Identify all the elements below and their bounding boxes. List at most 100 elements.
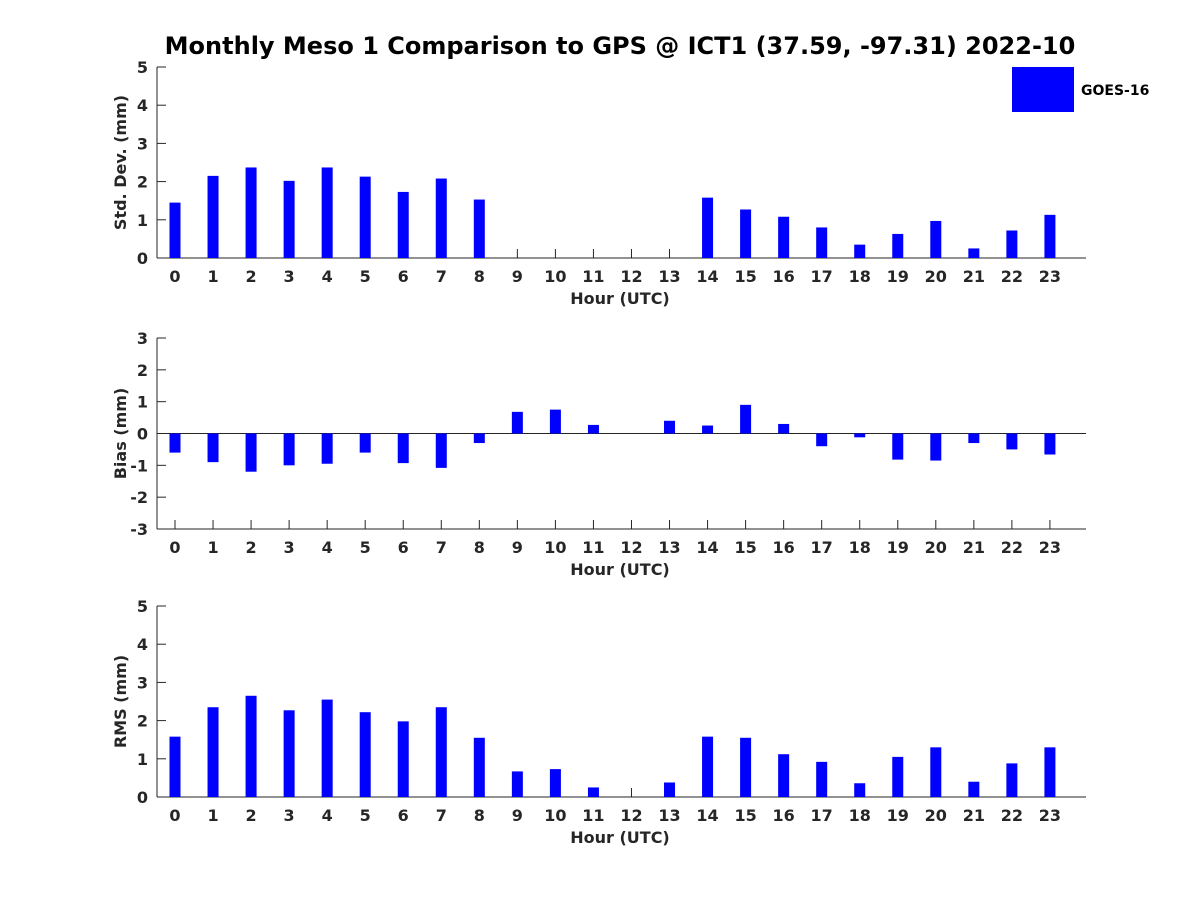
- y-axis-label: RMS (mm): [111, 655, 130, 748]
- x-tick-label: 9: [512, 267, 523, 286]
- x-tick-label: 15: [734, 806, 756, 825]
- bar-hour-14: [702, 425, 714, 434]
- y-tick-label: 1: [137, 750, 148, 769]
- x-tick-label: 6: [398, 806, 409, 825]
- x-tick-label: 17: [811, 806, 833, 825]
- y-tick-label: 0: [137, 788, 148, 807]
- y-tick-label: 4: [137, 635, 148, 654]
- y-tick-label: 3: [137, 134, 148, 153]
- bar-hour-22: [1006, 433, 1018, 450]
- y-tick-label: -2: [130, 488, 148, 507]
- bar-hour-18: [854, 783, 866, 797]
- x-tick-label: 12: [620, 806, 642, 825]
- bar-hour-6: [397, 191, 409, 258]
- bar-hour-17: [816, 433, 828, 447]
- x-tick-label: 1: [207, 806, 218, 825]
- bar-hour-14: [702, 736, 714, 797]
- x-tick-label: 18: [849, 538, 871, 557]
- bar-hour-4: [321, 699, 333, 797]
- x-tick-label: 2: [246, 538, 257, 557]
- y-tick-label: 5: [137, 597, 148, 616]
- x-tick-label: 7: [436, 267, 447, 286]
- bar-hour-6: [397, 433, 409, 464]
- bar-hour-18: [854, 433, 866, 438]
- x-tick-label: 23: [1039, 806, 1061, 825]
- x-tick-label: 1: [207, 267, 218, 286]
- bar-hour-19: [892, 433, 904, 460]
- y-tick-label: 1: [137, 211, 148, 230]
- x-tick-label: 13: [658, 806, 680, 825]
- y-tick-label: 0: [137, 425, 148, 444]
- bar-hour-1: [207, 707, 219, 797]
- x-tick-label: 0: [169, 538, 180, 557]
- y-tick-label: 2: [137, 712, 148, 731]
- x-tick-label: 16: [773, 538, 795, 557]
- legend: GOES-16: [1012, 67, 1149, 112]
- y-tick-label: -3: [130, 520, 148, 539]
- x-axis-label: Hour (UTC): [570, 828, 670, 847]
- bar-hour-22: [1006, 230, 1018, 258]
- x-tick-label: 14: [696, 267, 718, 286]
- x-tick-label: 0: [169, 267, 180, 286]
- x-axis-label: Hour (UTC): [570, 560, 670, 579]
- bar-hour-9: [511, 771, 523, 797]
- bar-hour-8: [473, 737, 485, 797]
- bar-hour-13: [664, 782, 676, 797]
- x-tick-label: 10: [544, 806, 566, 825]
- x-tick-label: 3: [284, 806, 295, 825]
- bar-hour-2: [245, 433, 257, 472]
- x-tick-label: 5: [360, 267, 371, 286]
- x-tick-label: 21: [963, 806, 985, 825]
- x-tick-label: 22: [1001, 538, 1023, 557]
- x-tick-label: 20: [925, 538, 947, 557]
- x-tick-label: 18: [849, 267, 871, 286]
- bar-hour-4: [321, 433, 333, 464]
- x-tick-label: 22: [1001, 806, 1023, 825]
- x-tick-label: 9: [512, 538, 523, 557]
- bar-hour-5: [359, 176, 371, 258]
- bar-hour-2: [245, 167, 257, 258]
- bar-hour-16: [778, 754, 790, 797]
- bar-hour-9: [511, 411, 523, 434]
- x-tick-label: 16: [773, 806, 795, 825]
- bar-hour-0: [169, 433, 181, 453]
- x-tick-label: 13: [658, 538, 680, 557]
- x-tick-label: 11: [582, 267, 604, 286]
- bar-hour-20: [930, 747, 942, 797]
- x-tick-label: 4: [322, 538, 333, 557]
- x-tick-label: 6: [398, 267, 409, 286]
- x-tick-label: 12: [620, 267, 642, 286]
- bar-hour-17: [816, 761, 828, 797]
- bar-hour-7: [435, 433, 447, 468]
- bar-hour-15: [740, 209, 752, 258]
- bar-hour-7: [435, 707, 447, 797]
- x-tick-label: 8: [474, 538, 485, 557]
- bar-hour-16: [778, 423, 790, 434]
- bar-hour-10: [549, 409, 561, 434]
- x-tick-label: 8: [474, 267, 485, 286]
- bar-hour-16: [778, 216, 790, 258]
- bar-hour-1: [207, 433, 219, 463]
- x-tick-label: 2: [246, 806, 257, 825]
- y-axis-label: Bias (mm): [111, 388, 130, 480]
- x-tick-label: 11: [582, 538, 604, 557]
- y-tick-label: 1: [137, 393, 148, 412]
- x-tick-label: 9: [512, 806, 523, 825]
- x-tick-label: 15: [734, 267, 756, 286]
- x-tick-label: 5: [360, 806, 371, 825]
- bar-hour-5: [359, 433, 371, 453]
- bar-hour-21: [968, 433, 980, 444]
- x-tick-label: 8: [474, 806, 485, 825]
- legend-swatch: [1012, 67, 1074, 112]
- y-tick-label: 5: [137, 58, 148, 77]
- bar-hour-8: [473, 433, 485, 444]
- bar-hour-20: [930, 433, 942, 461]
- x-tick-label: 6: [398, 538, 409, 557]
- x-tick-label: 21: [963, 538, 985, 557]
- x-tick-label: 19: [887, 267, 909, 286]
- x-tick-label: 3: [284, 538, 295, 557]
- x-tick-label: 23: [1039, 538, 1061, 557]
- x-tick-label: 17: [811, 538, 833, 557]
- x-tick-label: 10: [544, 267, 566, 286]
